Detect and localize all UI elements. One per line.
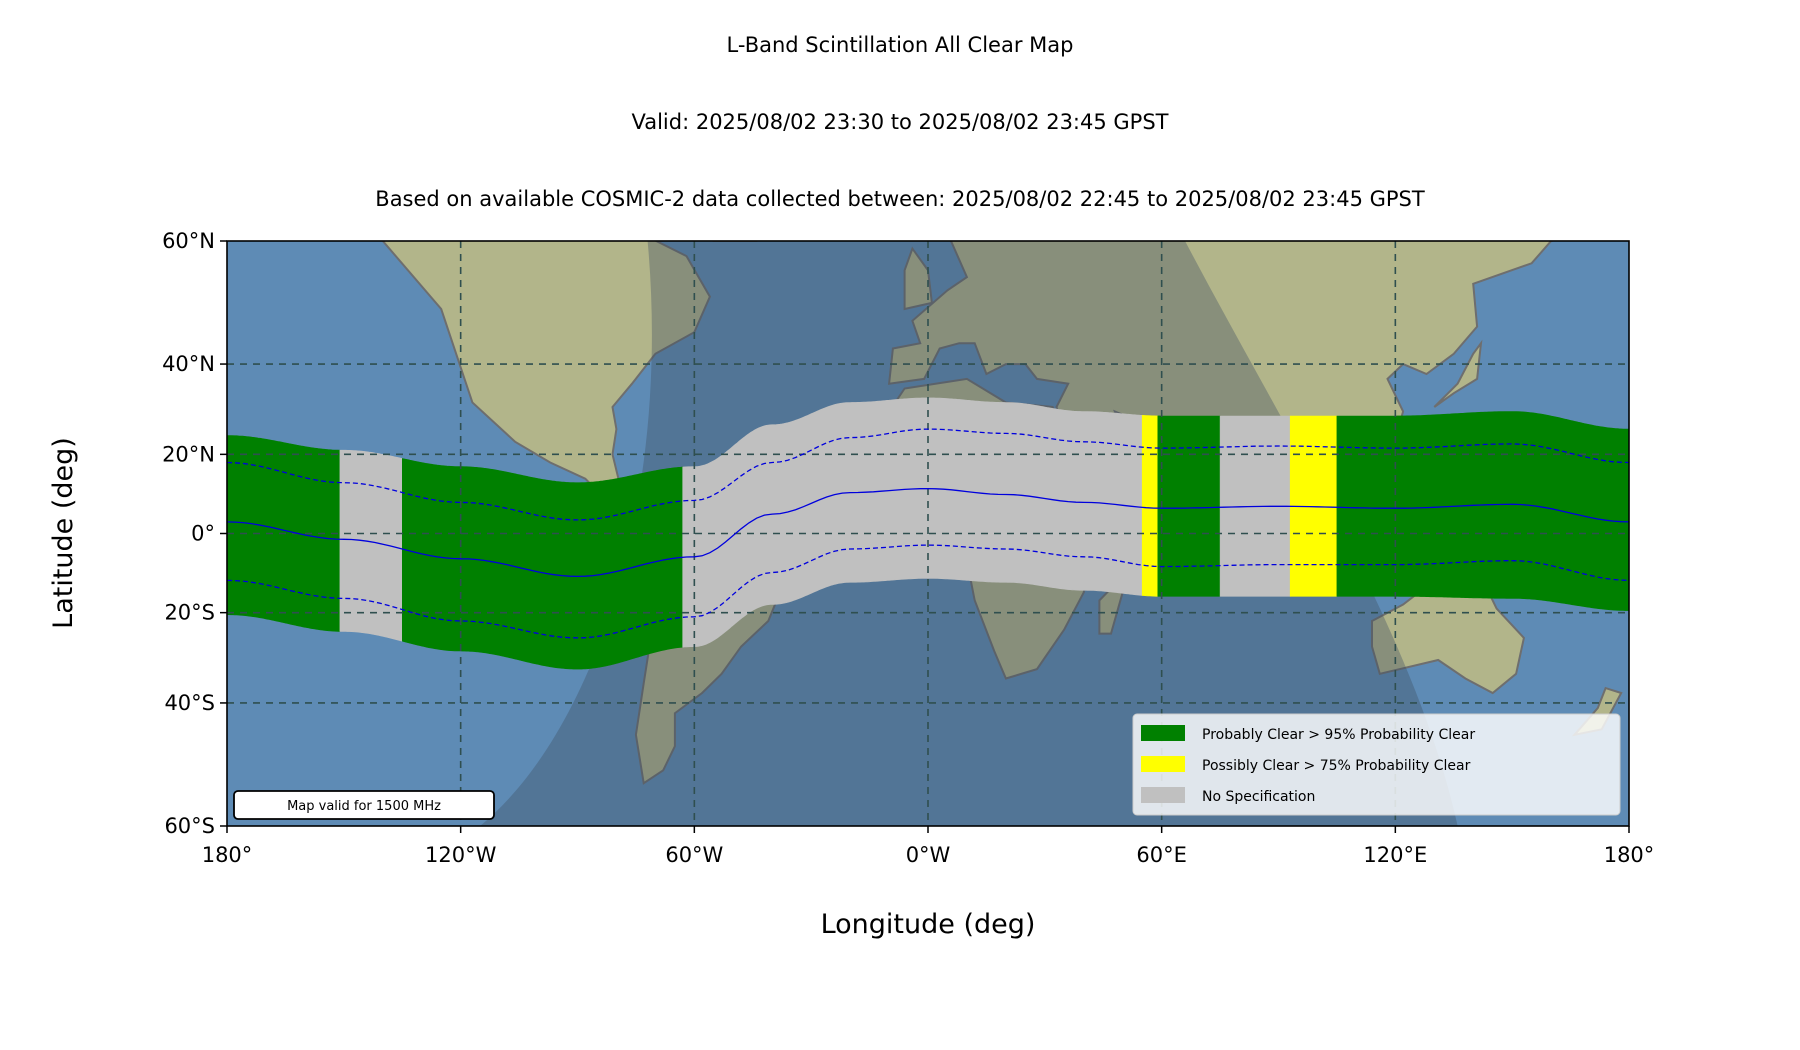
band-segment-possibly-clear-4 (1141, 414, 1159, 597)
y-tick-label: 60°S (164, 814, 215, 838)
y-tick-label: 20°S (164, 601, 215, 625)
legend-box (1132, 713, 1621, 816)
legend-label-possibly-clear: Possibly Clear > 75% Probability Clear (1202, 758, 1471, 774)
legend-label-no-specification: No Specification (1202, 789, 1315, 805)
band-segment-probably-clear-2 (401, 458, 684, 670)
center-line (227, 487, 1629, 578)
band-lines (227, 428, 1629, 639)
band-segment-probably-clear-5 (1157, 415, 1221, 597)
x-tick-label: 0°W (906, 843, 951, 867)
legend-swatch-no-specification (1141, 787, 1185, 803)
land-north-america (380, 241, 712, 504)
map-title: L-Band Scintillation All Clear Map (726, 33, 1074, 57)
y-tick-label: 60°N (162, 229, 215, 253)
y-tick-label: 20°N (162, 442, 215, 466)
valid-time-subtitle: Valid: 2025/08/02 23:30 to 2025/08/02 23… (631, 110, 1169, 134)
y-axis-label: Latitude (deg) (48, 437, 79, 629)
x-tick-label: 60°W (665, 843, 723, 867)
land-japan (1433, 339, 1483, 408)
land-greenland (712, 241, 759, 242)
x-tick-label: 120°E (1363, 843, 1427, 867)
frequency-note: Map valid for 1500 MHz (233, 790, 495, 820)
x-tick-label: 180° (202, 843, 253, 867)
x-tick-label: 180° (1604, 843, 1655, 867)
frequency-note-box (233, 790, 495, 820)
y-tick-label: 0° (191, 522, 215, 546)
frequency-note-text: Map valid for 1500 MHz (287, 799, 441, 814)
x-tick-label: 120°W (425, 843, 497, 867)
axis-ticks: 180° 120°W 60°W 0°W 60°E 120°E 180° 60°N 40°N 20°… (162, 229, 1654, 867)
legend-label-probably-clear: Probably Clear > 95% Probability Clear (1202, 727, 1475, 743)
legend-swatch-probably-clear (1141, 725, 1185, 741)
legend-swatch-possibly-clear (1141, 756, 1185, 772)
upper-dashed-line (227, 428, 1629, 521)
y-tick-label: 40°N (162, 352, 215, 376)
land-britain (903, 246, 934, 311)
band-segment-probably-clear-8 (1336, 411, 1629, 611)
data-source-subtitle: Based on available COSMIC-2 data collect… (375, 187, 1425, 211)
x-tick-label: 60°E (1136, 843, 1187, 867)
y-tick-label: 40°S (164, 691, 215, 715)
scintillation-band (227, 397, 1629, 670)
legend: Probably Clear > 95% Probability Clear P… (1132, 713, 1621, 816)
x-axis-label: Longitude (deg) (821, 909, 1036, 940)
lower-dashed-line (227, 544, 1629, 639)
